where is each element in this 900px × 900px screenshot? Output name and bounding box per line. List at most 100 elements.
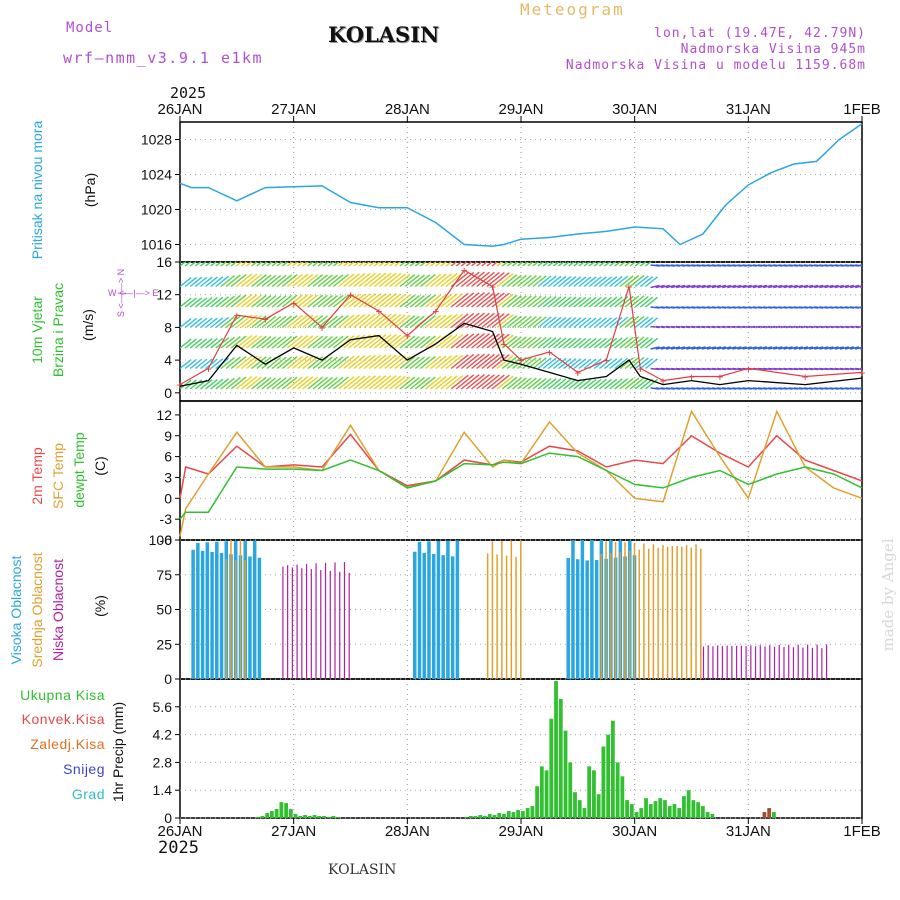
wind-arrow	[409, 336, 425, 349]
wind-arrow	[727, 346, 737, 350]
wind-arrow	[732, 284, 742, 289]
wind-arrow	[527, 336, 542, 349]
wind-arrow	[220, 275, 235, 288]
wind-arrow	[292, 294, 309, 308]
wind-arrow	[302, 376, 319, 390]
wind-arrow	[333, 273, 349, 288]
precip-bar	[317, 816, 322, 818]
cloud-low-bar	[310, 569, 312, 679]
wind-arrow	[460, 333, 480, 349]
wind-arrow	[235, 375, 253, 390]
precip-bar	[468, 816, 473, 818]
wind-arrow	[455, 292, 475, 308]
wind-arrow	[394, 262, 401, 267]
wind-arrow	[286, 262, 294, 267]
wind-arrow	[460, 374, 480, 390]
cloud-low-bar	[759, 645, 761, 679]
temp-y-tick-label: 0	[164, 490, 172, 506]
precip-bar	[639, 808, 644, 818]
cloud-mid-bar	[600, 554, 603, 679]
wind-arrow	[338, 314, 355, 329]
wind-arrow	[333, 355, 349, 370]
model-version: wrf—nmm_v3.9.1 e1km	[63, 49, 264, 67]
precip-bar	[653, 801, 658, 818]
wind-arrow	[327, 335, 344, 349]
wind-arrow	[240, 294, 258, 308]
wind-arrow	[189, 379, 203, 390]
precip-bar	[558, 698, 563, 818]
wind-arrow	[532, 357, 547, 370]
cloud-high-bar	[575, 559, 580, 679]
wind-arrow	[189, 297, 203, 308]
wind-arrow	[276, 294, 293, 308]
wind-arrow	[808, 346, 819, 350]
wind-arrow	[353, 262, 361, 267]
wind-arrow	[609, 337, 623, 349]
cloud-mid-bar	[486, 553, 489, 679]
wind-arrow	[271, 274, 287, 288]
wind-arrow	[558, 296, 572, 308]
wind-arrow	[414, 262, 422, 267]
wind-arrow	[215, 296, 230, 308]
wind-arrow	[394, 294, 411, 308]
time-tick-label-bottom: 30JAN	[612, 823, 657, 840]
wind-arrow	[604, 262, 611, 267]
wind-arrow	[368, 334, 387, 349]
wind-arrow	[793, 346, 803, 350]
wind-arrow	[722, 284, 732, 289]
wind-arrow	[348, 354, 366, 370]
wind-arrow	[552, 316, 567, 329]
wind-arrow	[737, 284, 747, 289]
precip-bar	[582, 808, 587, 818]
cloud-high-bar	[413, 551, 417, 679]
wind-arrow	[522, 357, 537, 370]
wind-arrow	[399, 376, 416, 390]
wind-arrow	[558, 337, 572, 349]
pressure-y-tick-label: 1024	[141, 167, 172, 183]
wind-arrow	[368, 262, 376, 267]
temp-y-tick-label: 9	[164, 428, 172, 444]
wind-arrow	[251, 262, 258, 267]
wind-arrow	[491, 272, 510, 288]
altitude-label: Nadmorska Visina 945m	[680, 42, 866, 57]
wind-arrow	[445, 262, 453, 267]
wind-arrow	[466, 262, 473, 267]
wind-arrow	[645, 378, 658, 390]
wind-gust-marker: +	[234, 309, 241, 322]
wind-arrow	[189, 317, 203, 329]
wind-arrow	[281, 335, 298, 349]
wind-arrow	[394, 355, 411, 370]
cloud-low-bar	[750, 645, 752, 679]
wind-arrow	[670, 346, 681, 350]
precip-y-tick-label: 0	[164, 810, 172, 826]
pressure-y-tick-label: 1028	[141, 132, 172, 148]
wind-arrow	[220, 336, 235, 349]
wind-arrow	[768, 284, 778, 289]
wind-arrow	[317, 377, 333, 390]
wind-arrow	[855, 325, 862, 329]
wind-arrow	[598, 358, 613, 370]
wind-arrow	[368, 375, 387, 390]
wind-arrow	[655, 346, 665, 350]
wind-arrow	[189, 338, 203, 349]
precip-bar	[298, 816, 303, 818]
wind-arrow	[251, 335, 267, 349]
wind-arrow	[645, 337, 658, 349]
wind-arrow	[327, 294, 344, 308]
wind-arrow	[307, 274, 324, 288]
wind-arrow	[266, 336, 282, 349]
wind-arrow	[537, 262, 545, 267]
wind-arrow	[409, 356, 425, 370]
wind-arrow	[583, 276, 597, 288]
wind-arrow	[194, 276, 208, 288]
wind-arrow	[752, 284, 763, 289]
wind-arrow	[583, 296, 597, 308]
cloud-low-bar	[702, 646, 705, 679]
wind-arrow	[486, 354, 505, 370]
wind-arrow	[701, 284, 711, 289]
wind-arrow	[568, 262, 575, 267]
wind-arrow	[762, 284, 773, 289]
wind-arrow	[419, 294, 436, 308]
wind-arrow	[512, 336, 527, 349]
precip-y-tick-label: 2.8	[153, 754, 173, 770]
